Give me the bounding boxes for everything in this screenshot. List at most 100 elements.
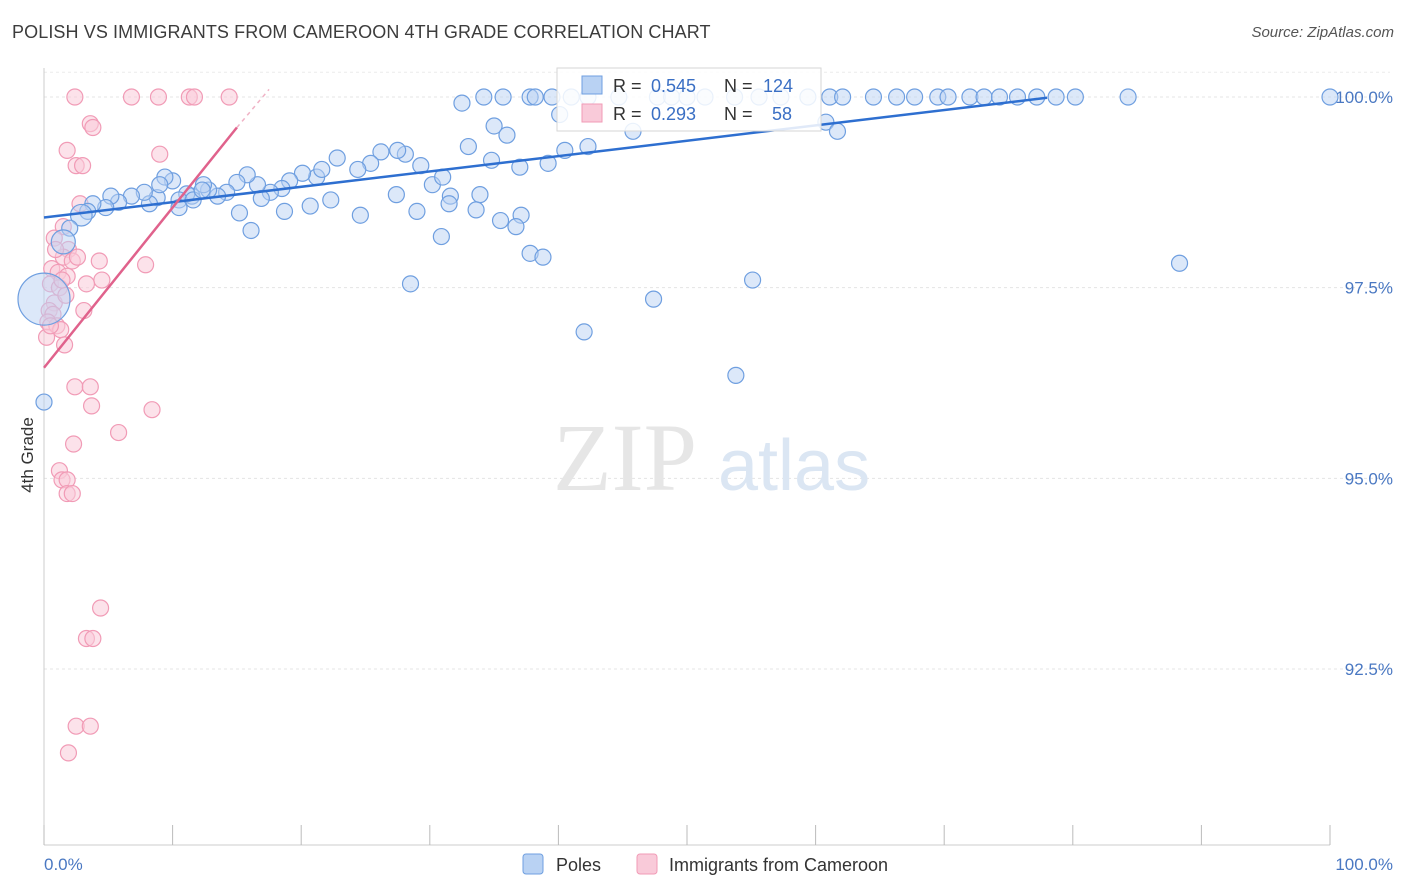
grid-lines [44,71,1390,670]
cameroon-point-55 [68,248,87,266]
trend-lines [43,88,1048,369]
poles-point-31 [1321,88,1339,106]
stats-r-label-poles: R = [613,76,642,96]
poles-point-98 [408,202,426,220]
stats-n-label-poles: N = [724,76,753,96]
cameroon-point-18 [90,252,108,270]
x-tick-labels: 0.0% 100.0% [44,855,1393,874]
poles-point-36 [485,117,503,135]
poles-point-30 [1119,88,1137,106]
poles-point-90 [242,221,260,240]
poles-point-37 [459,137,477,156]
cameroon-point-37 [81,378,99,396]
poles-point-29 [1066,88,1084,106]
poles-point-55 [328,149,346,167]
cameroon-point-52 [59,744,78,762]
stats-r-label-cameroon: R = [613,104,642,124]
poles-point-40 [579,137,597,156]
y-tick-label-2: 95.0% [1345,469,1393,488]
poles-point-88 [193,181,211,199]
poles-point-101 [467,201,485,219]
cameroon-point-47 [91,599,110,617]
poles-point-99 [432,227,450,246]
poles-point-17 [834,88,852,106]
cameroon-trend-extension [236,88,270,128]
poles-point-94 [313,160,331,179]
y-tick-labels: 100.0% 97.5% 95.0% 92.5% [1335,88,1393,679]
x-tick-label-right: 100.0% [1335,855,1393,874]
poles-point-89 [230,204,249,222]
cameroon-points [37,88,238,762]
poles-point-111 [727,366,745,384]
x-tick-label-left: 0.0% [44,855,83,874]
cameroon-point-51 [81,717,99,735]
poles-point-57 [293,164,312,182]
watermark-atlas: atlas [718,426,870,506]
legend-label-poles[interactable]: Poles [556,855,601,875]
poles-point-51 [389,141,407,159]
cameroon-point-41 [64,435,83,453]
cameroon-point-23 [93,271,111,289]
poles-point-95 [322,191,340,209]
cameroon-trend-line [43,126,238,369]
poles-point-44 [511,158,529,176]
y-tick-label-3: 92.5% [1345,660,1393,679]
poles-point-35 [453,94,471,112]
y-axis-label: 4th Grade [18,417,37,493]
cameroon-point-11 [151,145,169,163]
cameroon-point-38 [82,397,101,415]
poles-point-0 [494,88,512,106]
stats-swatch-poles [581,75,603,95]
poles-point-85 [151,176,169,194]
poles-point-52 [372,143,390,161]
poles-point-3 [526,88,544,106]
poles-points [17,88,1339,411]
cameroon-point-19 [136,256,155,274]
legend-swatch-poles[interactable] [522,853,544,875]
stats-r-value-cameroon: 0.293 [651,104,696,124]
poles-point-100 [440,195,458,213]
poles-point-25 [990,88,1009,106]
poles-point-33 [828,122,847,140]
poles-point-19 [888,88,906,106]
cameroon-point-40 [109,423,128,442]
source-label: Source: ZipAtlas.com [1251,24,1394,41]
poles-point-93 [301,197,319,215]
stats-n-label-cameroon: N = [724,104,753,124]
cameroon-point-0 [66,88,84,106]
poles-point-108 [401,275,420,293]
poles-point-43 [539,154,557,172]
stats-n-value-poles: 124 [763,76,793,96]
cameroon-point-1 [122,88,141,106]
poles-point-102 [491,211,510,230]
poles-point-97 [387,186,405,204]
poles-point-18 [864,88,883,106]
poles-point-28 [1047,88,1065,106]
cameroon-point-46 [63,484,81,503]
poles-point-96 [351,206,369,224]
poles-point-20 [906,88,924,106]
poles-point-114 [35,393,53,411]
stats-swatch-cameroon [581,103,603,123]
cameroon-point-10 [73,157,92,175]
poles-point-27 [1028,88,1046,106]
legend-label-cameroon[interactable]: Immigrants from Cameroon [669,855,888,875]
poles-point-84 [50,229,76,255]
poles-point-54 [349,160,367,179]
legend-swatch-cameroon[interactable] [636,853,658,875]
poles-point-107 [575,323,593,341]
poles-point-1 [475,88,493,106]
cameroon-point-8 [58,141,76,159]
stats-n-value-cameroon: 58 [772,104,792,124]
chart-title: POLISH VS IMMIGRANTS FROM CAMEROON 4TH G… [12,22,711,42]
poles-point-39 [498,126,516,144]
cameroon-point-39 [143,401,161,419]
cameroon-point-5 [220,88,238,106]
y-tick-label-1: 97.5% [1345,279,1393,298]
poles-trend-line [43,96,1048,219]
cameroon-point-7 [84,118,102,137]
poles-point-45 [471,186,489,204]
poles-point-110 [743,271,762,289]
cameroon-point-4 [185,88,204,106]
poles-point-113 [17,272,71,326]
